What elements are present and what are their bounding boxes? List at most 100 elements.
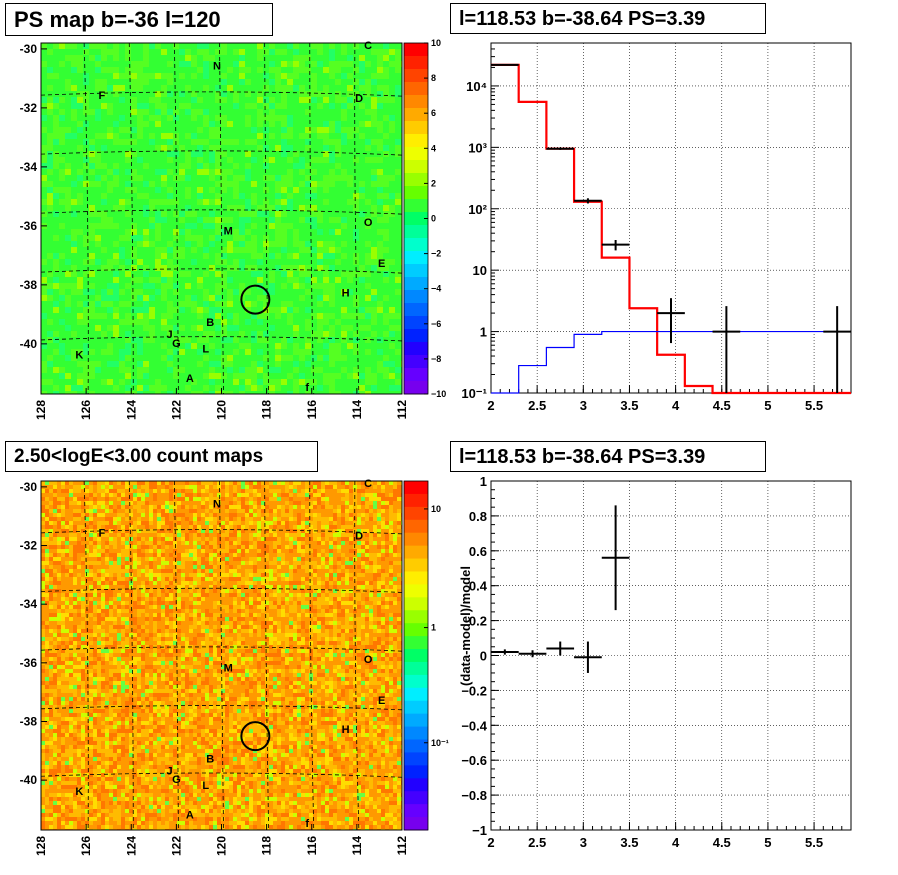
count-map-title: 2.50<logE<3.00 count maps <box>5 441 318 472</box>
y-tick-label: 0.6 <box>469 544 487 559</box>
source-label-N: N <box>213 61 221 73</box>
x-tick-label: 2.5 <box>528 398 546 413</box>
colorbar-cell <box>404 277 428 291</box>
source-label-O: O <box>364 217 373 229</box>
x-tick-label: 122 <box>169 836 183 856</box>
x-tick-label: 3 <box>580 835 587 850</box>
x-tick-label: 118 <box>260 400 274 420</box>
colorbar-cell <box>404 147 428 161</box>
source-label-K: K <box>75 786 83 798</box>
colorbar-tick-label: 0 <box>431 214 436 224</box>
y-tick-label: 1 <box>480 474 487 489</box>
source-label-F: F <box>99 90 106 102</box>
colorbar-cell <box>404 584 428 598</box>
colorbar-cell <box>404 532 428 547</box>
x-tick-label: 116 <box>305 400 319 420</box>
source-label-C: C <box>364 478 372 490</box>
source-label-f: f <box>305 818 309 830</box>
map-coordinate-grid <box>40 42 403 395</box>
colorbar-tick-label: −10 <box>431 389 446 399</box>
source-label-K: K <box>75 350 83 362</box>
x-tick-label: 122 <box>169 400 183 420</box>
x-tick-label: 120 <box>215 400 229 420</box>
colorbar-cell <box>404 381 428 395</box>
source-label-F: F <box>99 528 106 540</box>
y-tick-label: −1 <box>472 823 487 838</box>
x-tick-label: 126 <box>79 400 93 420</box>
x-tick-label: 5 <box>764 398 771 413</box>
x-tick-label: 116 <box>305 836 319 856</box>
source-label-L: L <box>202 344 209 356</box>
model-total-line <box>491 63 851 395</box>
colorbar-cell <box>404 82 428 96</box>
y-tick-label: −0.2 <box>461 683 487 698</box>
colorbar-cell <box>404 765 428 779</box>
y-tick-label: -32 <box>20 539 38 553</box>
colorbar-cell <box>404 519 428 534</box>
colorbar-cell <box>404 623 428 637</box>
colorbar-tick-label: 8 <box>431 73 436 83</box>
colorbar-tick-label: −2 <box>431 249 441 259</box>
colorbar-cell <box>404 558 428 572</box>
residual-title: l=118.53 b=-38.64 PS=3.39 <box>450 441 766 472</box>
x-tick-label: 124 <box>124 400 138 420</box>
y-tick-label: −0.4 <box>461 718 487 733</box>
colorbar-cell <box>404 212 428 226</box>
colorbar-cell <box>404 160 428 174</box>
x-tick-label: 128 <box>34 836 48 856</box>
x-tick-label: 4 <box>672 835 680 850</box>
colorbar-cell <box>404 95 428 109</box>
y-tick-label: 0.4 <box>469 579 488 594</box>
x-tick-label: 2 <box>487 835 494 850</box>
x-tick-label: 2.5 <box>528 835 546 850</box>
colorbar-cell <box>404 225 428 239</box>
colorbar-tick-label: −8 <box>431 354 441 364</box>
source-label-M: M <box>224 663 233 675</box>
y-tick-label: 0 <box>480 649 487 664</box>
colorbar-cell <box>404 43 428 57</box>
y-tick-label: -30 <box>20 480 38 494</box>
source-label-f: f <box>305 382 309 394</box>
y-tick-label: -38 <box>20 278 38 292</box>
colorbar-tick-label: 10⁻¹ <box>431 738 449 748</box>
y-tick-label: −0.6 <box>461 753 487 768</box>
x-tick-label: 4.5 <box>713 835 731 850</box>
colorbar-cell <box>404 545 428 560</box>
y-tick-label: 10³ <box>468 140 487 155</box>
y-tick-label: 0.8 <box>469 509 487 524</box>
source-label-J: J <box>167 329 173 341</box>
colorbar-cell <box>404 134 428 148</box>
y-tick-label: −0.8 <box>461 788 487 803</box>
colorbar-cell <box>404 610 428 624</box>
y-tick-label: -30 <box>20 42 38 56</box>
y-tick-label: -40 <box>20 337 38 351</box>
source-label-M: M <box>224 226 233 238</box>
y-tick-label: 10² <box>468 202 487 217</box>
colorbar-tick-label: 10 <box>431 38 441 48</box>
y-tick-label: -38 <box>20 714 38 728</box>
y-tick-label: 0.2 <box>469 614 487 629</box>
colorbar-cell <box>404 186 428 200</box>
colorbar-cell <box>404 69 428 83</box>
source-label-H: H <box>342 288 350 300</box>
source-label-C: C <box>364 40 372 52</box>
colorbar-cell <box>404 355 428 369</box>
source-label-O: O <box>364 654 373 666</box>
x-tick-label: 5.5 <box>805 398 823 413</box>
source-label-A: A <box>186 809 194 821</box>
source-label-N: N <box>213 498 221 510</box>
source-label-G: G <box>172 774 181 786</box>
colorbar-cell <box>404 506 428 521</box>
colorbar-cell <box>404 597 428 611</box>
model-background-line <box>491 330 851 394</box>
source-label-B: B <box>206 754 214 766</box>
colorbar-tick-label: 10 <box>431 504 441 514</box>
colorbar-cell <box>404 778 428 792</box>
colorbar-tick-label: −6 <box>431 319 441 329</box>
colorbar-cell <box>404 108 428 122</box>
x-tick-label: 3.5 <box>620 835 638 850</box>
colorbar-cell <box>404 303 428 317</box>
spectrum-title: l=118.53 b=-38.64 PS=3.39 <box>450 3 766 34</box>
colorbar-cell <box>404 121 428 135</box>
